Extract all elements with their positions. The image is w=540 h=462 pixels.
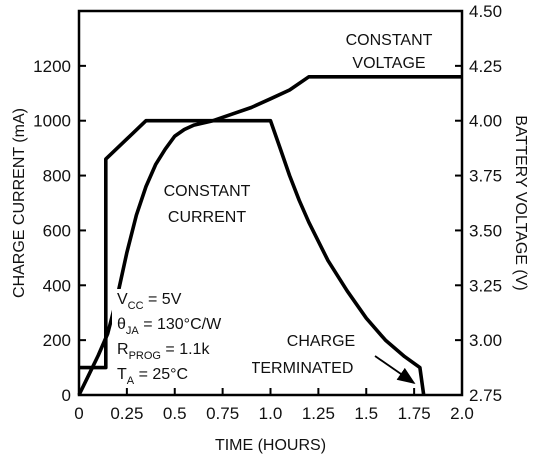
y-left-axis-title: CHARGE CURRENT (mA) xyxy=(11,108,28,298)
constant-current-label: CURRENT xyxy=(168,209,246,226)
y-left-tick-label: 800 xyxy=(43,167,71,186)
condition-subscript: CC xyxy=(128,300,144,312)
condition-line: θJA = 130°C/W xyxy=(117,316,222,337)
condition-value: = 25°C xyxy=(134,366,188,383)
y-right-tick-label: 3.25 xyxy=(469,276,502,295)
condition-subscript: PROG xyxy=(129,350,161,362)
y-right-tick-label: 4.25 xyxy=(469,57,502,76)
x-tick-label: 0.5 xyxy=(163,404,187,423)
charge-current-line xyxy=(79,118,426,396)
constant-voltage-label: VOLTAGE xyxy=(352,55,425,72)
conditions-bg xyxy=(112,289,252,385)
y-left-tick-label: 1200 xyxy=(33,57,71,76)
battery-voltage-line xyxy=(77,75,462,396)
constant-voltage-label: CONSTANT xyxy=(346,32,433,49)
charge-terminated-label: CHARGE xyxy=(287,333,355,350)
condition-subscript: A xyxy=(127,375,135,387)
y-left-tick-label: 0 xyxy=(62,386,71,405)
charge-terminated-arrow xyxy=(374,355,416,385)
x-tick-label: 0.25 xyxy=(110,404,143,423)
y-left-tick-label: 1000 xyxy=(33,112,71,131)
condition-value: = 1.1k xyxy=(161,341,210,358)
charge-terminated-label-bg xyxy=(244,330,364,380)
x-tick-label: 1.75 xyxy=(398,404,431,423)
constant-voltage-label-bg xyxy=(338,26,440,72)
y-right-tick-label: 4.50 xyxy=(469,2,502,21)
y-left-tick-label: 400 xyxy=(43,276,71,295)
condition-line: VCC = 5V xyxy=(117,291,182,312)
x-tick-label: 0.75 xyxy=(206,404,239,423)
condition-symbol: T xyxy=(117,366,127,383)
y-right-tick-label: 2.75 xyxy=(469,386,502,405)
condition-value: = 130°C/W xyxy=(139,316,222,333)
y-right-tick-label: 3.75 xyxy=(469,167,502,186)
x-tick-label: 1.25 xyxy=(302,404,335,423)
y-right-tick-label: 4.00 xyxy=(469,112,502,131)
constant-current-label: CONSTANT xyxy=(164,183,251,200)
condition-value: = 5V xyxy=(144,291,182,308)
condition-line: RPROG = 1.1k xyxy=(117,341,210,362)
y-right-tick-label: 3.50 xyxy=(469,221,502,240)
charge-terminated-label: TERMINATED xyxy=(251,360,354,377)
x-tick-label: 2.0 xyxy=(450,404,474,423)
x-tick-label: 1.5 xyxy=(354,404,378,423)
condition-subscript: JA xyxy=(126,325,140,337)
x-tick-label: 1.0 xyxy=(259,404,283,423)
condition-symbol: V xyxy=(117,291,128,308)
condition-symbol: R xyxy=(117,341,129,358)
y-left-tick-label: 200 xyxy=(43,331,71,350)
y-right-tick-label: 3.00 xyxy=(469,331,502,350)
y-left-tick-label: 600 xyxy=(43,221,71,240)
x-axis-title: TIME (HOURS) xyxy=(215,437,326,454)
x-tick-label: 0 xyxy=(74,404,83,423)
y-right-axis-title: BATTERY VOLTAGE (V) xyxy=(512,115,529,290)
condition-symbol: θ xyxy=(117,316,126,333)
condition-line: TA = 25°C xyxy=(117,366,188,387)
